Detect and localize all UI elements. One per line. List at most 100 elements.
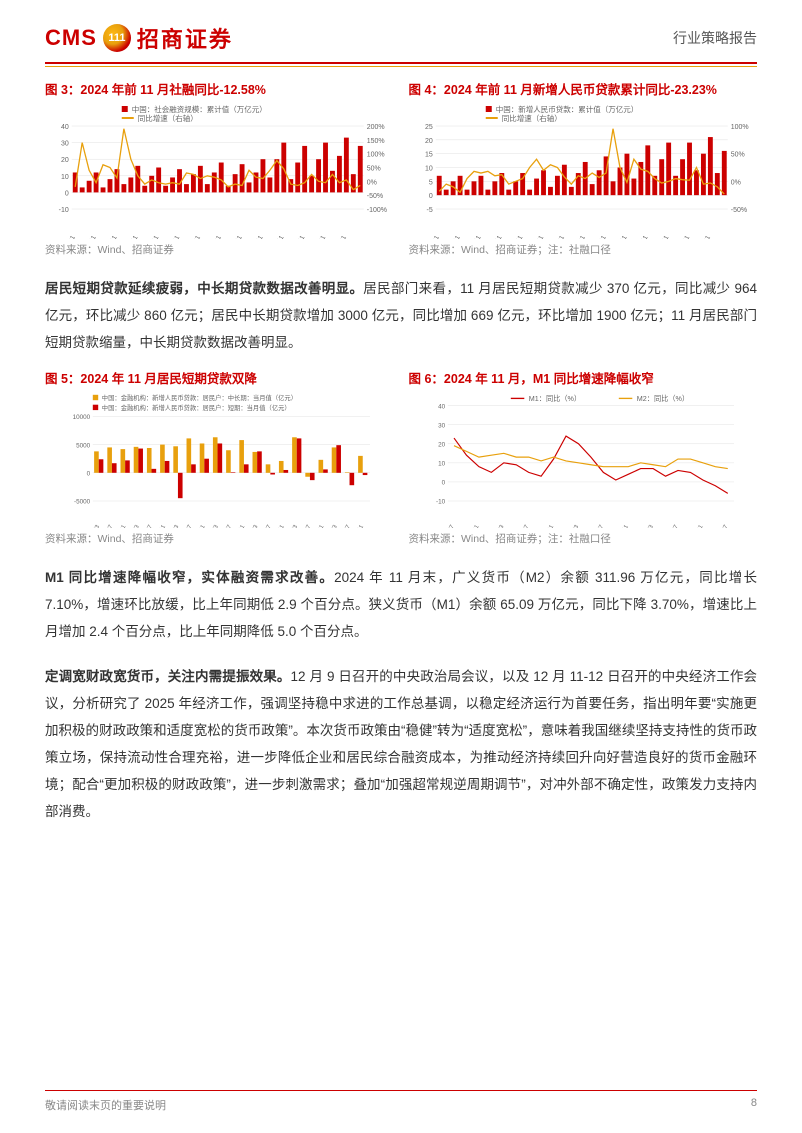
svg-text:2019/11: 2019/11 bbox=[247, 234, 265, 239]
svg-text:10000: 10000 bbox=[73, 414, 91, 421]
svg-text:2023/11: 2023/11 bbox=[331, 234, 349, 239]
divider-red bbox=[45, 62, 757, 64]
svg-text:-5000: -5000 bbox=[74, 499, 91, 506]
fig4-title: 图 4：2024 年前 11 月新增人民币贷款累计同比-23.23% bbox=[409, 79, 758, 98]
page-number: 8 bbox=[751, 1097, 757, 1113]
svg-text:0: 0 bbox=[441, 480, 445, 487]
para3-bold: 定调宽财政宽货币，关注内需提振效果。 bbox=[45, 669, 291, 684]
fig3-chart: 中国：社会融资规模：累计值（万亿元）同比增速（右轴）-10010203040-1… bbox=[45, 104, 394, 239]
svg-text:2016/11: 2016/11 bbox=[548, 234, 566, 239]
para3-text: 12 月 9 日召开的中央政治局会议，以及 12 月 11-12 日召开的中央经… bbox=[45, 669, 757, 819]
footer: 敬请阅读末页的重要说明 8 bbox=[0, 1090, 802, 1114]
fig5-chart: 中国：金融机构：新增人民币贷款：居民户：中长期：当月值（亿元）中国：金融机构：新… bbox=[45, 393, 394, 528]
svg-text:2016/11: 2016/11 bbox=[185, 234, 203, 239]
svg-text:5000: 5000 bbox=[76, 442, 91, 449]
svg-text:2022/07: 2022/07 bbox=[663, 524, 679, 528]
svg-text:25: 25 bbox=[424, 124, 432, 131]
svg-text:2022/11: 2022/11 bbox=[673, 234, 691, 239]
svg-text:2011/11: 2011/11 bbox=[444, 234, 462, 239]
svg-text:中国：金融机构：新增人民币贷款：居民户：短期：当月值（亿元）: 中国：金融机构：新增人民币贷款：居民户：短期：当月值（亿元） bbox=[102, 403, 291, 412]
svg-text:同比增速（右轴）: 同比增速（右轴） bbox=[501, 113, 561, 123]
svg-text:2019/11: 2019/11 bbox=[614, 524, 630, 528]
company-name: 招商证券 bbox=[137, 22, 233, 54]
svg-text:2019/11: 2019/11 bbox=[152, 524, 168, 528]
svg-text:-50%: -50% bbox=[367, 193, 383, 200]
svg-text:2014/07: 2014/07 bbox=[514, 524, 530, 528]
svg-text:150%: 150% bbox=[367, 138, 385, 145]
svg-text:2012/11: 2012/11 bbox=[101, 234, 119, 239]
svg-text:2018/11: 2018/11 bbox=[112, 524, 128, 528]
svg-text:20: 20 bbox=[438, 441, 446, 448]
svg-text:2022/11: 2022/11 bbox=[310, 234, 328, 239]
logo: CMS 111 招商证券 bbox=[45, 22, 233, 54]
footer-divider bbox=[45, 1090, 757, 1092]
svg-text:2018/03: 2018/03 bbox=[85, 524, 101, 528]
svg-text:2024/07: 2024/07 bbox=[713, 524, 729, 528]
svg-text:2014/11: 2014/11 bbox=[143, 234, 161, 239]
svg-text:2021/11: 2021/11 bbox=[289, 234, 307, 239]
svg-text:50%: 50% bbox=[367, 166, 381, 173]
svg-text:2015/11: 2015/11 bbox=[527, 234, 545, 239]
svg-text:2021/03: 2021/03 bbox=[639, 524, 655, 528]
fig5-source: 资料来源：Wind、招商证券 bbox=[45, 531, 394, 546]
svg-text:2021/11: 2021/11 bbox=[652, 234, 670, 239]
svg-text:中国：金融机构：新增人民币贷款：居民户：中长期：当月值（亿元: 中国：金融机构：新增人民币贷款：居民户：中长期：当月值（亿元） bbox=[102, 393, 297, 402]
svg-text:30: 30 bbox=[438, 422, 446, 429]
svg-text:-50%: -50% bbox=[730, 207, 746, 214]
svg-text:M1：同比（%）: M1：同比（%） bbox=[528, 394, 580, 403]
cms-text: CMS bbox=[45, 25, 97, 51]
svg-text:2017/03: 2017/03 bbox=[564, 524, 580, 528]
svg-text:0: 0 bbox=[428, 193, 432, 200]
chart-row-2: 图 5：2024 年 11 月居民短期贷款双降 中国：金融机构：新增人民币贷款：… bbox=[45, 368, 757, 546]
svg-text:15: 15 bbox=[424, 152, 432, 159]
svg-text:2015/11: 2015/11 bbox=[539, 524, 555, 528]
svg-text:M2：同比（%）: M2：同比（%） bbox=[636, 394, 688, 403]
svg-text:2010/07: 2010/07 bbox=[439, 524, 455, 528]
svg-text:100%: 100% bbox=[730, 124, 748, 131]
fig3: 图 3：2024 年前 11 月社融同比-12.58% 中国：社会融资规模：累计… bbox=[45, 79, 394, 257]
svg-text:2020/11: 2020/11 bbox=[631, 234, 649, 239]
svg-text:40: 40 bbox=[438, 403, 446, 410]
svg-text:2015/11: 2015/11 bbox=[164, 234, 182, 239]
footer-left: 敬请阅读末页的重要说明 bbox=[45, 1097, 166, 1113]
para1-bold: 居民短期贷款延续疲弱，中长期贷款数据改善明显。 bbox=[45, 281, 363, 296]
svg-text:2023/11: 2023/11 bbox=[694, 234, 712, 239]
svg-text:2018/07: 2018/07 bbox=[589, 524, 605, 528]
svg-text:2010/11: 2010/11 bbox=[59, 234, 77, 239]
svg-text:20: 20 bbox=[424, 138, 432, 145]
svg-text:2020/11: 2020/11 bbox=[191, 524, 207, 528]
svg-text:20: 20 bbox=[61, 157, 69, 164]
svg-text:2018/11: 2018/11 bbox=[226, 234, 244, 239]
svg-text:-5: -5 bbox=[426, 207, 432, 214]
para2-bold: M1 同比增速降幅收窄，实体融资需求改善。 bbox=[45, 570, 334, 585]
fig6-title: 图 6：2024 年 11 月，M1 同比增速降幅收窄 bbox=[409, 368, 758, 387]
fig3-source: 资料来源：Wind、招商证券 bbox=[45, 242, 394, 257]
svg-text:2017/11: 2017/11 bbox=[569, 234, 587, 239]
fig4-chart: 中国：新增人民币贷款：累计值（万亿元）同比增速（右轴）-50510152025-… bbox=[409, 104, 758, 239]
svg-text:2020/11: 2020/11 bbox=[268, 234, 286, 239]
fig4-source: 资料来源：Wind、招商证券；注：社融口径 bbox=[409, 242, 758, 257]
svg-text:中国：社会融资规模：累计值（万亿元）: 中国：社会融资规模：累计值（万亿元） bbox=[132, 104, 267, 114]
svg-text:2011/11: 2011/11 bbox=[465, 524, 480, 528]
svg-text:2023/11: 2023/11 bbox=[689, 524, 705, 528]
svg-text:2021/11: 2021/11 bbox=[231, 524, 247, 528]
svg-text:2013/11: 2013/11 bbox=[122, 234, 140, 239]
svg-text:0%: 0% bbox=[367, 179, 377, 186]
svg-text:200%: 200% bbox=[367, 124, 385, 131]
svg-text:2011/11: 2011/11 bbox=[80, 234, 98, 239]
svg-text:-100%: -100% bbox=[367, 207, 387, 214]
svg-text:10: 10 bbox=[61, 174, 69, 181]
content: 图 3：2024 年前 11 月社融同比-12.58% 中国：社会融资规模：累计… bbox=[0, 67, 802, 825]
logo-icon: 111 bbox=[103, 24, 131, 52]
fig5: 图 5：2024 年 11 月居民短期贷款双降 中国：金融机构：新增人民币贷款：… bbox=[45, 368, 394, 546]
svg-text:2013/03: 2013/03 bbox=[489, 524, 505, 528]
svg-text:2024/11: 2024/11 bbox=[350, 524, 366, 528]
fig4: 图 4：2024 年前 11 月新增人民币贷款累计同比-23.23% 中国：新增… bbox=[409, 79, 758, 257]
svg-text:2013/11: 2013/11 bbox=[485, 234, 503, 239]
svg-text:2010/11: 2010/11 bbox=[423, 234, 441, 239]
svg-text:2018/11: 2018/11 bbox=[590, 234, 608, 239]
svg-text:10: 10 bbox=[438, 461, 446, 468]
svg-text:2022/11: 2022/11 bbox=[270, 524, 286, 528]
svg-text:100%: 100% bbox=[367, 152, 385, 159]
fig5-title: 图 5：2024 年 11 月居民短期贷款双降 bbox=[45, 368, 394, 387]
